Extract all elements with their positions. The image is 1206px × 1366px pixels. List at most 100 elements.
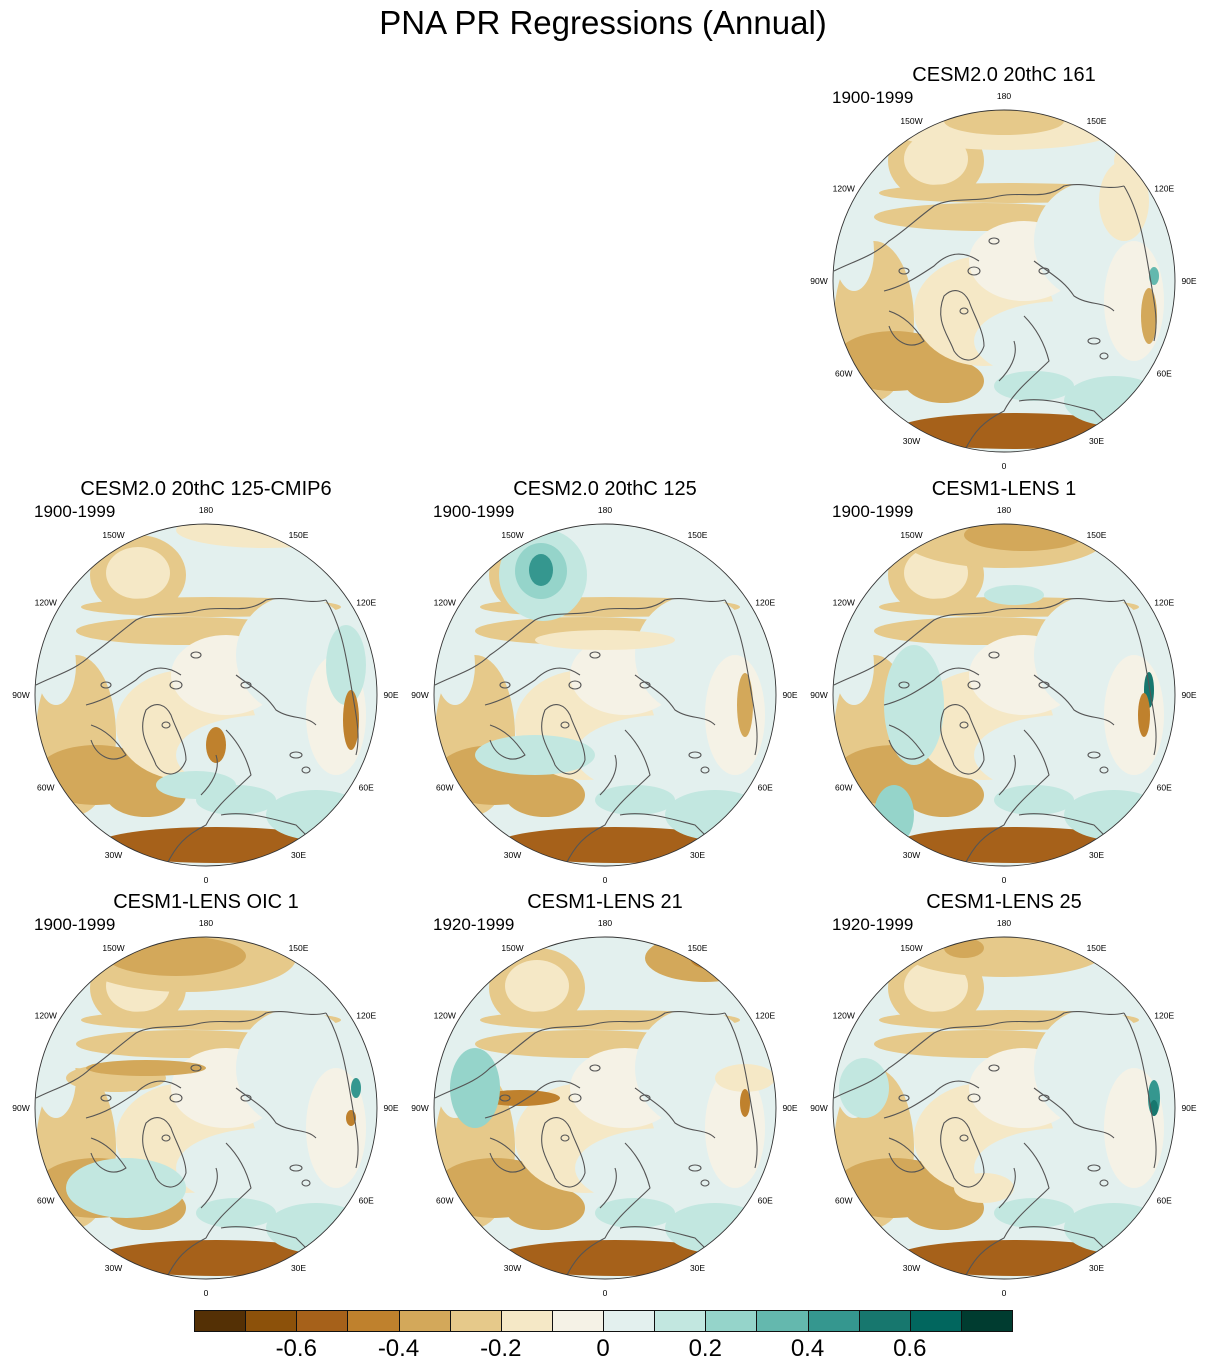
field-contour — [1099, 161, 1149, 241]
field-contour — [964, 524, 1084, 551]
island — [898, 1094, 910, 1102]
colorbar-box — [449, 1310, 502, 1332]
longitude-label: 60E — [1157, 369, 1172, 379]
longitude-label: 120E — [356, 1011, 376, 1021]
field-contour — [326, 625, 366, 705]
field-contour — [1064, 790, 1164, 840]
coastline — [599, 598, 726, 611]
island — [560, 1134, 570, 1142]
coastline — [90, 724, 127, 760]
longitude-label: 150E — [289, 943, 309, 953]
field-contour — [665, 790, 765, 840]
field-contour — [834, 211, 874, 291]
island — [100, 681, 112, 689]
island — [988, 237, 1000, 245]
coastline — [325, 599, 359, 756]
island — [1087, 337, 1101, 345]
longitude-label: 90W — [810, 690, 827, 700]
field-contour — [351, 1078, 361, 1098]
panel-title: CESM2.0 20thC 161 — [912, 64, 1096, 86]
longitude-label: 90E — [1181, 1103, 1196, 1113]
island — [568, 680, 582, 690]
longitude-label: 150W — [501, 530, 523, 540]
field-contour — [66, 1158, 186, 1218]
coastline — [85, 1080, 182, 1119]
coastline — [434, 1022, 601, 1099]
longitude-label: 60E — [1157, 1196, 1172, 1206]
panel-title: CESM1-LENS 1 — [931, 478, 1077, 500]
longitude-label: 60E — [1157, 783, 1172, 793]
island — [301, 766, 311, 774]
field-contour — [505, 773, 585, 817]
field-contour — [884, 645, 944, 765]
island — [967, 1093, 981, 1103]
coastline — [833, 195, 1000, 272]
coastlines — [833, 1011, 1157, 1279]
longitude-label: 60E — [758, 783, 773, 793]
longitude-label: 120E — [356, 598, 376, 608]
field-contour — [665, 1203, 765, 1253]
coastline — [484, 1080, 581, 1119]
field-contour — [904, 359, 984, 403]
coastline — [85, 667, 182, 706]
island — [169, 680, 183, 690]
longitude-label: 0 — [204, 875, 209, 885]
longitude-label: 0 — [204, 1288, 209, 1298]
polar-map: 180 150E 120E 90E 60E 30E 0 30W 60W 90W 120W 150W — [810, 918, 1197, 1298]
longitude-label: 30W — [903, 436, 920, 446]
longitude-label: 150W — [900, 530, 922, 540]
island — [289, 1164, 303, 1172]
field-contour — [1064, 1203, 1164, 1253]
island — [499, 1094, 511, 1102]
polar-map: 180 150E 120E 90E 60E 30E 0 30W 60W 90W 120W 150W — [411, 505, 798, 885]
panel-period: 1900-1999 — [433, 502, 515, 521]
field-contour — [529, 554, 553, 586]
longitude-label: 90E — [383, 690, 398, 700]
map-panel: 180 150E 120E 90E 60E 30E 0 30W 60W 90W 120W 150W C… — [405, 478, 805, 898]
field-contour — [450, 1048, 500, 1128]
coastline — [200, 598, 327, 611]
coastline — [888, 724, 925, 760]
field-contour — [834, 625, 874, 705]
map-panel: 180 150E 120E 90E 60E 30E 0 30W 60W 90W 120W 150W C… — [6, 891, 406, 1311]
coastlines — [833, 184, 1157, 452]
coastline — [998, 754, 1016, 796]
field-contour — [86, 1060, 206, 1076]
figure-title: PNA PR Regressions (Annual) — [379, 4, 827, 41]
field-contour — [1114, 141, 1154, 181]
longitude-label: 150W — [501, 943, 523, 953]
field-contour — [206, 727, 226, 763]
colorbar-box — [654, 1310, 707, 1332]
longitude-label: 90W — [810, 276, 827, 286]
longitude-label: 180 — [598, 918, 612, 928]
longitude-label: 90E — [1181, 276, 1196, 286]
polar-map: 180 150E 120E 90E 60E 30E 0 30W 60W 90W 120W 150W — [810, 91, 1197, 471]
coastline — [599, 754, 617, 796]
island — [240, 681, 252, 689]
coastline — [998, 598, 1125, 611]
island — [301, 1179, 311, 1187]
longitude-label: 60W — [436, 783, 453, 793]
panel-title: CESM1-LENS OIC 1 — [113, 891, 299, 913]
coastline — [724, 1012, 758, 1169]
longitude-label: 0 — [1002, 461, 1007, 471]
coastline — [35, 609, 202, 686]
longitude-label: 90E — [383, 1103, 398, 1113]
longitude-label: 150E — [1087, 943, 1107, 953]
colorbar-tick-label: -0.6 — [275, 1335, 317, 1362]
map-field — [35, 524, 377, 866]
island — [169, 1093, 183, 1103]
field-contour — [994, 1198, 1074, 1228]
colorbar-box — [909, 1310, 962, 1332]
colorbar-tick-label: 0 — [596, 1335, 610, 1362]
colorbar-box — [705, 1310, 758, 1332]
field-contour — [266, 1203, 366, 1253]
island — [967, 680, 981, 690]
coastline — [833, 1022, 1000, 1099]
field-contour — [645, 937, 765, 982]
longitude-label: 30E — [1089, 436, 1104, 446]
colorbar: -0.6 -0.4 -0.2 0 0.2 0.4 0.6 — [194, 1310, 1013, 1366]
map-border — [34, 936, 378, 1280]
coastline — [940, 704, 985, 775]
panel-title: CESM1-LENS 25 — [926, 891, 1082, 913]
